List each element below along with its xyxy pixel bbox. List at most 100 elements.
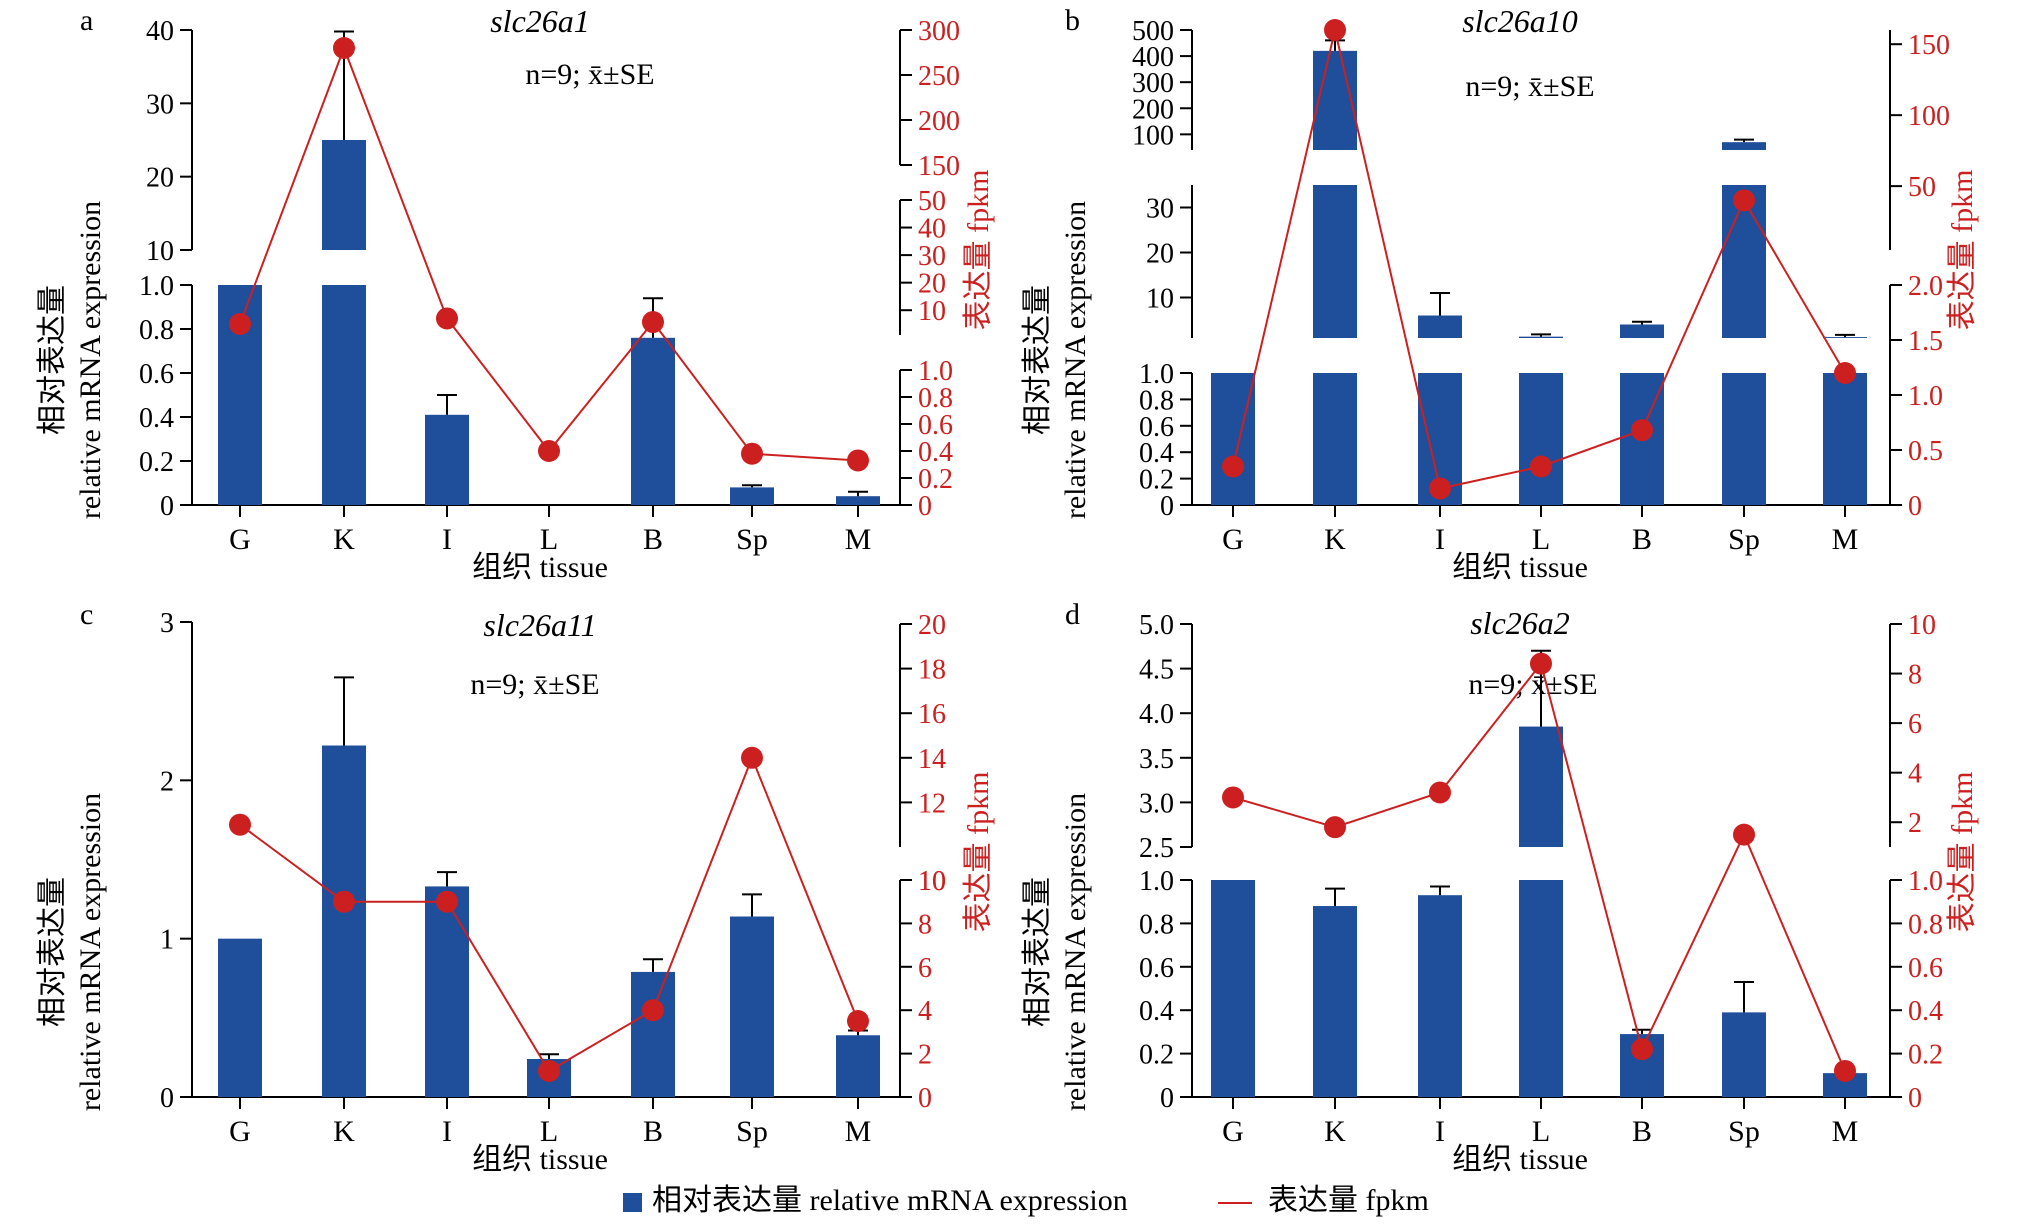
bar [1823,1073,1867,1097]
y-tick-label: 4.5 [1139,655,1174,686]
legend-line-label: 表达量 fpkm [1268,1184,1429,1217]
y2-tick-label: 1.5 [1908,326,1943,357]
x-axis-title: 组织 tissue [1452,1143,1588,1176]
y2-tick-label: 20 [918,610,946,641]
bar [730,916,774,1097]
bar [836,1035,880,1097]
y-tick-label: 3.0 [1139,788,1174,819]
x-tick-label: G [229,523,251,556]
legend: 相对表达量 relative mRNA expression 表达量 fpkm [623,1184,1429,1217]
y2-tick-label: 0.8 [1908,909,1943,940]
y-tick-label: 1.0 [1139,866,1174,897]
y2-tick-label: 1.0 [918,356,953,387]
y2-tick-label: 0.8 [918,383,953,414]
bar [1722,142,1766,150]
y2-tick-label: 1.0 [1908,866,1943,897]
bar [218,938,262,1097]
fpkm-point [642,999,664,1022]
bar [631,337,675,505]
panel-title: slc26a10 [1462,3,1578,39]
y2-tick-label: 0.5 [1908,436,1943,467]
fpkm-point [1834,362,1856,384]
y2-tick-label: 0 [918,1083,932,1114]
y2-tick-label: 0.6 [1908,953,1943,984]
fpkm-point [1429,477,1451,500]
y2-tick-label: 14 [918,744,946,775]
x-axis-title: 组织 tissue [472,551,608,584]
x-tick-label: K [1324,1115,1346,1148]
x-tick-label: G [1222,523,1244,556]
x-tick-label: B [1632,523,1652,556]
fpkm-point [1324,19,1346,41]
bar [1211,880,1255,1097]
bar [1313,185,1357,338]
bar [1313,50,1357,150]
y-tick-label: 30 [146,89,174,120]
bar [1519,336,1563,338]
fpkm-point [1530,652,1552,675]
y-axis-title: 相对表达量 [36,877,69,1027]
y2-tick-label: 0.4 [918,437,953,468]
y2-tick-label: 6 [1908,709,1922,740]
x-tick-label: I [442,1115,452,1148]
fpkm-point [642,311,664,334]
y-tick-label: 0.2 [139,447,174,478]
y-tick-label: 0.6 [1139,953,1174,984]
fpkm-point [1530,455,1552,478]
y2-tick-label: 100 [1908,101,1950,132]
y-tick-label: 200 [1132,94,1174,125]
y2-tick-label: 0.6 [918,410,953,441]
y-tick-label: 4.0 [1139,699,1174,730]
y2-tick-label: 4 [918,996,932,1027]
y-tick-label: 5.0 [1139,610,1174,641]
y-tick-label: 0 [160,491,174,522]
bar [1620,324,1664,338]
bar [322,140,366,250]
x-tick-label: Sp [736,1115,768,1148]
y-tick-label: 40 [146,16,174,47]
y-tick-label: 2 [160,766,174,797]
y2-tick-label: 12 [918,788,946,819]
y-tick-label: 2.5 [1139,833,1174,864]
y-tick-label: 0.6 [139,359,174,390]
x-axis-title: 组织 tissue [1452,551,1588,584]
x-tick-label: M [845,523,872,556]
y2-tick-label: 10 [918,296,946,327]
y2-tick-label: 6 [918,953,932,984]
bar [1519,726,1563,847]
x-tick-label: B [1632,1115,1652,1148]
x-tick-label: G [229,1115,251,1148]
y2-tick-label: 50 [918,186,946,217]
x-tick-label: L [1532,1115,1550,1148]
y2-tick-label: 0.2 [918,464,953,495]
bar [730,487,774,505]
y-tick-label: 1.0 [1139,359,1174,390]
y2-tick-label: 2.0 [1908,271,1943,302]
y-tick-label: 0.8 [1139,909,1174,940]
x-tick-label: B [643,1115,663,1148]
bar [1418,315,1462,338]
y2-tick-label: 18 [918,655,946,686]
bar [631,971,675,1097]
x-tick-label: K [333,523,355,556]
y2-tick-label: 150 [918,151,960,182]
y-tick-label: 10 [1146,284,1174,315]
fpkm-point [1429,781,1451,804]
y-tick-label: 10 [146,236,174,267]
bar [1211,373,1255,505]
y2-tick-label: 10 [918,866,946,897]
y-tick-label: 0.6 [1139,412,1174,443]
y2-tick-label: 0.4 [1908,996,1943,1027]
x-tick-label: B [643,523,663,556]
y-tick-label: 0.4 [1139,996,1174,1027]
y-tick-label: 3 [160,608,174,639]
fpkm-point [1222,786,1244,809]
fpkm-point [1733,823,1755,846]
x-tick-label: M [845,1115,872,1148]
x-tick-label: L [1532,523,1550,556]
y2-tick-label: 50 [1908,172,1936,203]
y-tick-label: 0.4 [139,403,174,434]
y-axis-title: relative mRNA expression [74,793,107,1111]
